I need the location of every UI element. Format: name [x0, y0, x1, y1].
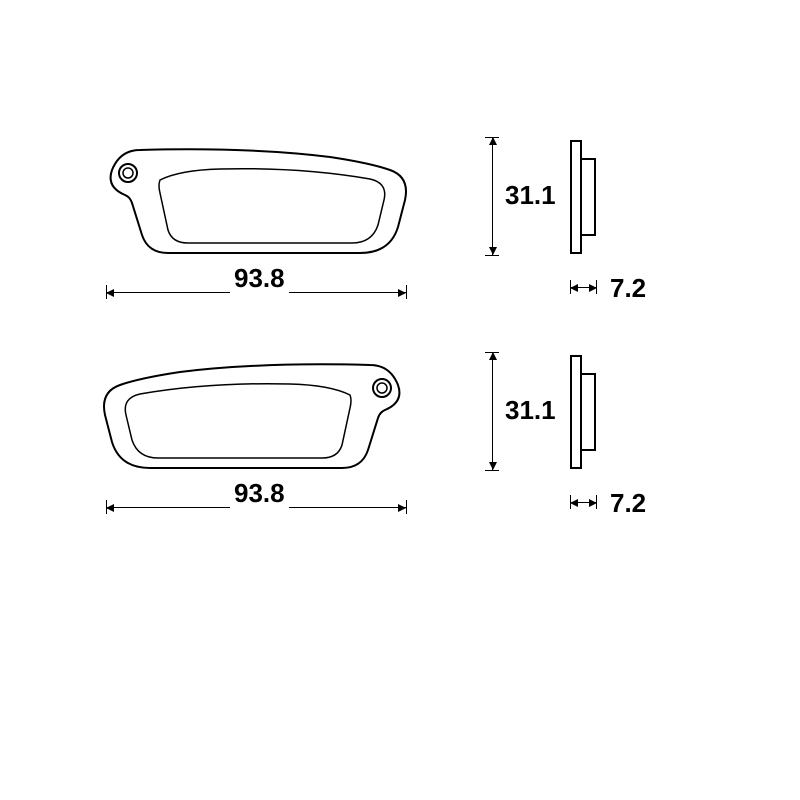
dim-width-bottom: 93.8 — [230, 478, 289, 509]
brake-pad-top — [100, 145, 410, 275]
dim-height-top: 31.1 — [505, 180, 556, 211]
dim-height-bottom: 31.1 — [505, 395, 556, 426]
dim-line-height-bottom — [492, 352, 493, 470]
brake-pad-bottom-profile — [565, 350, 615, 480]
dim-line-thickness-bottom — [570, 502, 597, 503]
dim-thickness-bottom: 7.2 — [610, 488, 646, 519]
dim-line-height-top — [492, 137, 493, 255]
brake-pad-top-profile — [565, 135, 615, 265]
dim-width-top: 93.8 — [230, 263, 289, 294]
technical-drawing: 31.1 93.8 7.2 31.1 93.8 7.2 — [100, 145, 700, 645]
dim-thickness-top: 7.2 — [610, 273, 646, 304]
dim-line-thickness-top — [570, 287, 597, 288]
brake-pad-bottom — [100, 360, 410, 490]
